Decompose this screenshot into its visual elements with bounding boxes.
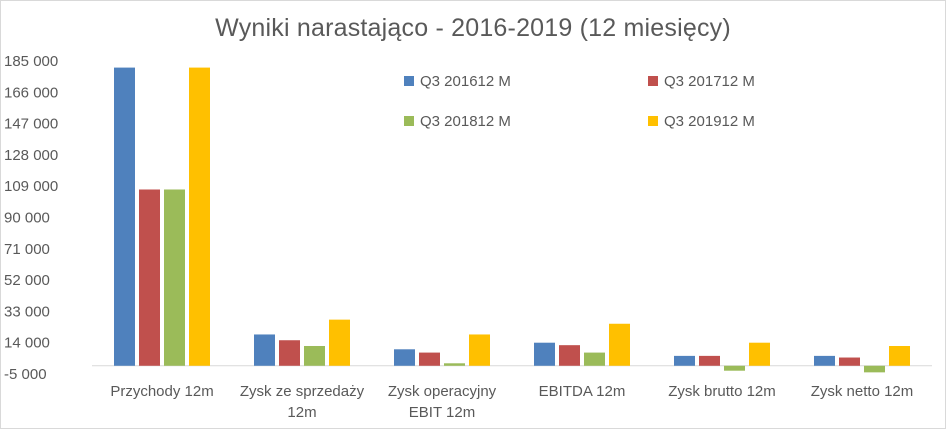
legend-swatch [648, 76, 658, 86]
legend-label: Q3 201812 M [420, 113, 511, 130]
legend-swatch [404, 76, 414, 86]
bar [814, 355, 835, 366]
bar [304, 345, 325, 366]
bar [279, 340, 300, 366]
bar [724, 365, 745, 371]
bar [114, 67, 135, 366]
x-tick-label: EBITDA 12m [539, 383, 626, 400]
bar [254, 334, 275, 366]
x-tick-label: Zysk ze sprzedaży [240, 383, 365, 400]
y-tick-label: 90 000 [4, 210, 50, 227]
bar [164, 189, 185, 366]
legend-label: Q3 201912 M [664, 113, 755, 130]
bar [559, 345, 580, 366]
x-tick-label: Zysk netto 12m [811, 383, 914, 400]
y-tick-label: -5 000 [4, 366, 47, 383]
bar [674, 355, 695, 366]
x-tick-label: Zysk brutto 12m [668, 383, 776, 400]
legend-label: Q3 201712 M [664, 73, 755, 90]
bar [139, 189, 160, 366]
x-tick-label: Przychody 12m [110, 383, 213, 400]
y-tick-label: 185 000 [4, 53, 58, 70]
bar [469, 334, 490, 366]
bar [329, 319, 350, 366]
y-tick-label: 14 000 [4, 335, 50, 352]
y-tick-label: 33 000 [4, 303, 50, 320]
y-tick-label: 52 000 [4, 272, 50, 289]
bar [889, 345, 910, 366]
bar [419, 352, 440, 366]
bar [839, 357, 860, 366]
bar [864, 365, 885, 373]
y-tick-label: 147 000 [4, 116, 58, 133]
legend-swatch [648, 116, 658, 126]
bar [444, 363, 465, 366]
legend-swatch [404, 116, 414, 126]
x-tick-label: EBIT 12m [409, 404, 475, 421]
bar [749, 342, 770, 366]
bar [394, 349, 415, 366]
bar [534, 342, 555, 366]
chart-title: Wyniki narastająco - 2016-2019 (12 miesi… [215, 14, 731, 42]
y-tick-label: 109 000 [4, 178, 58, 195]
bar [699, 355, 720, 366]
bar [189, 67, 210, 366]
y-tick-label: 71 000 [4, 241, 50, 258]
y-tick-label: 128 000 [4, 147, 58, 164]
bar [609, 323, 630, 366]
bar [584, 352, 605, 366]
x-tick-label: 12m [287, 404, 316, 421]
legend-label: Q3 201612 M [420, 73, 511, 90]
y-tick-label: 166 000 [4, 84, 58, 101]
x-tick-label: Zysk operacyjny [388, 383, 497, 400]
